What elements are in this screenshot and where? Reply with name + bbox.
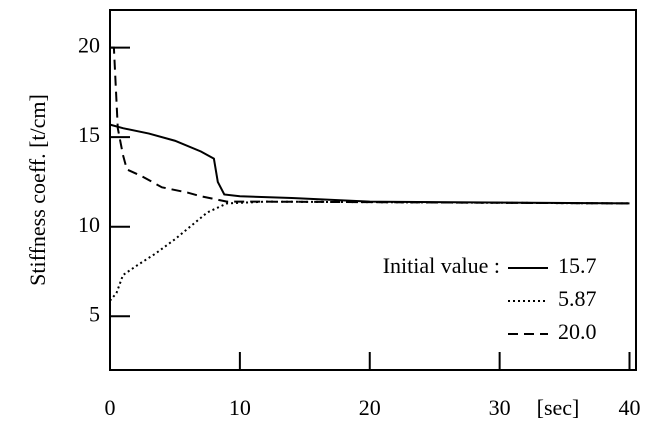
- legend-label: 20.0: [558, 319, 597, 344]
- x-axis-label: [sec]: [537, 395, 580, 420]
- legend-title: Initial value :: [383, 253, 500, 278]
- legend-label: 15.7: [558, 253, 597, 278]
- legend-label: 5.87: [558, 286, 597, 311]
- y-axis-label: Stiffness coeff. [t/cm]: [25, 94, 50, 286]
- x-tick-label: 20: [359, 395, 381, 420]
- y-tick-label: 20: [78, 33, 100, 58]
- plot-frame: [109, 9, 637, 371]
- series-line: [109, 123, 630, 205]
- y-tick-label: 15: [78, 122, 100, 147]
- series-line: [109, 200, 630, 302]
- y-tick-label: 10: [78, 212, 100, 237]
- x-tick-label: 0: [105, 395, 116, 420]
- x-tick-label: 30: [489, 395, 511, 420]
- x-tick-label: 10: [229, 395, 251, 420]
- x-tick-label: 40: [619, 395, 641, 420]
- y-tick-label: 5: [89, 301, 100, 326]
- series-line: [110, 46, 630, 205]
